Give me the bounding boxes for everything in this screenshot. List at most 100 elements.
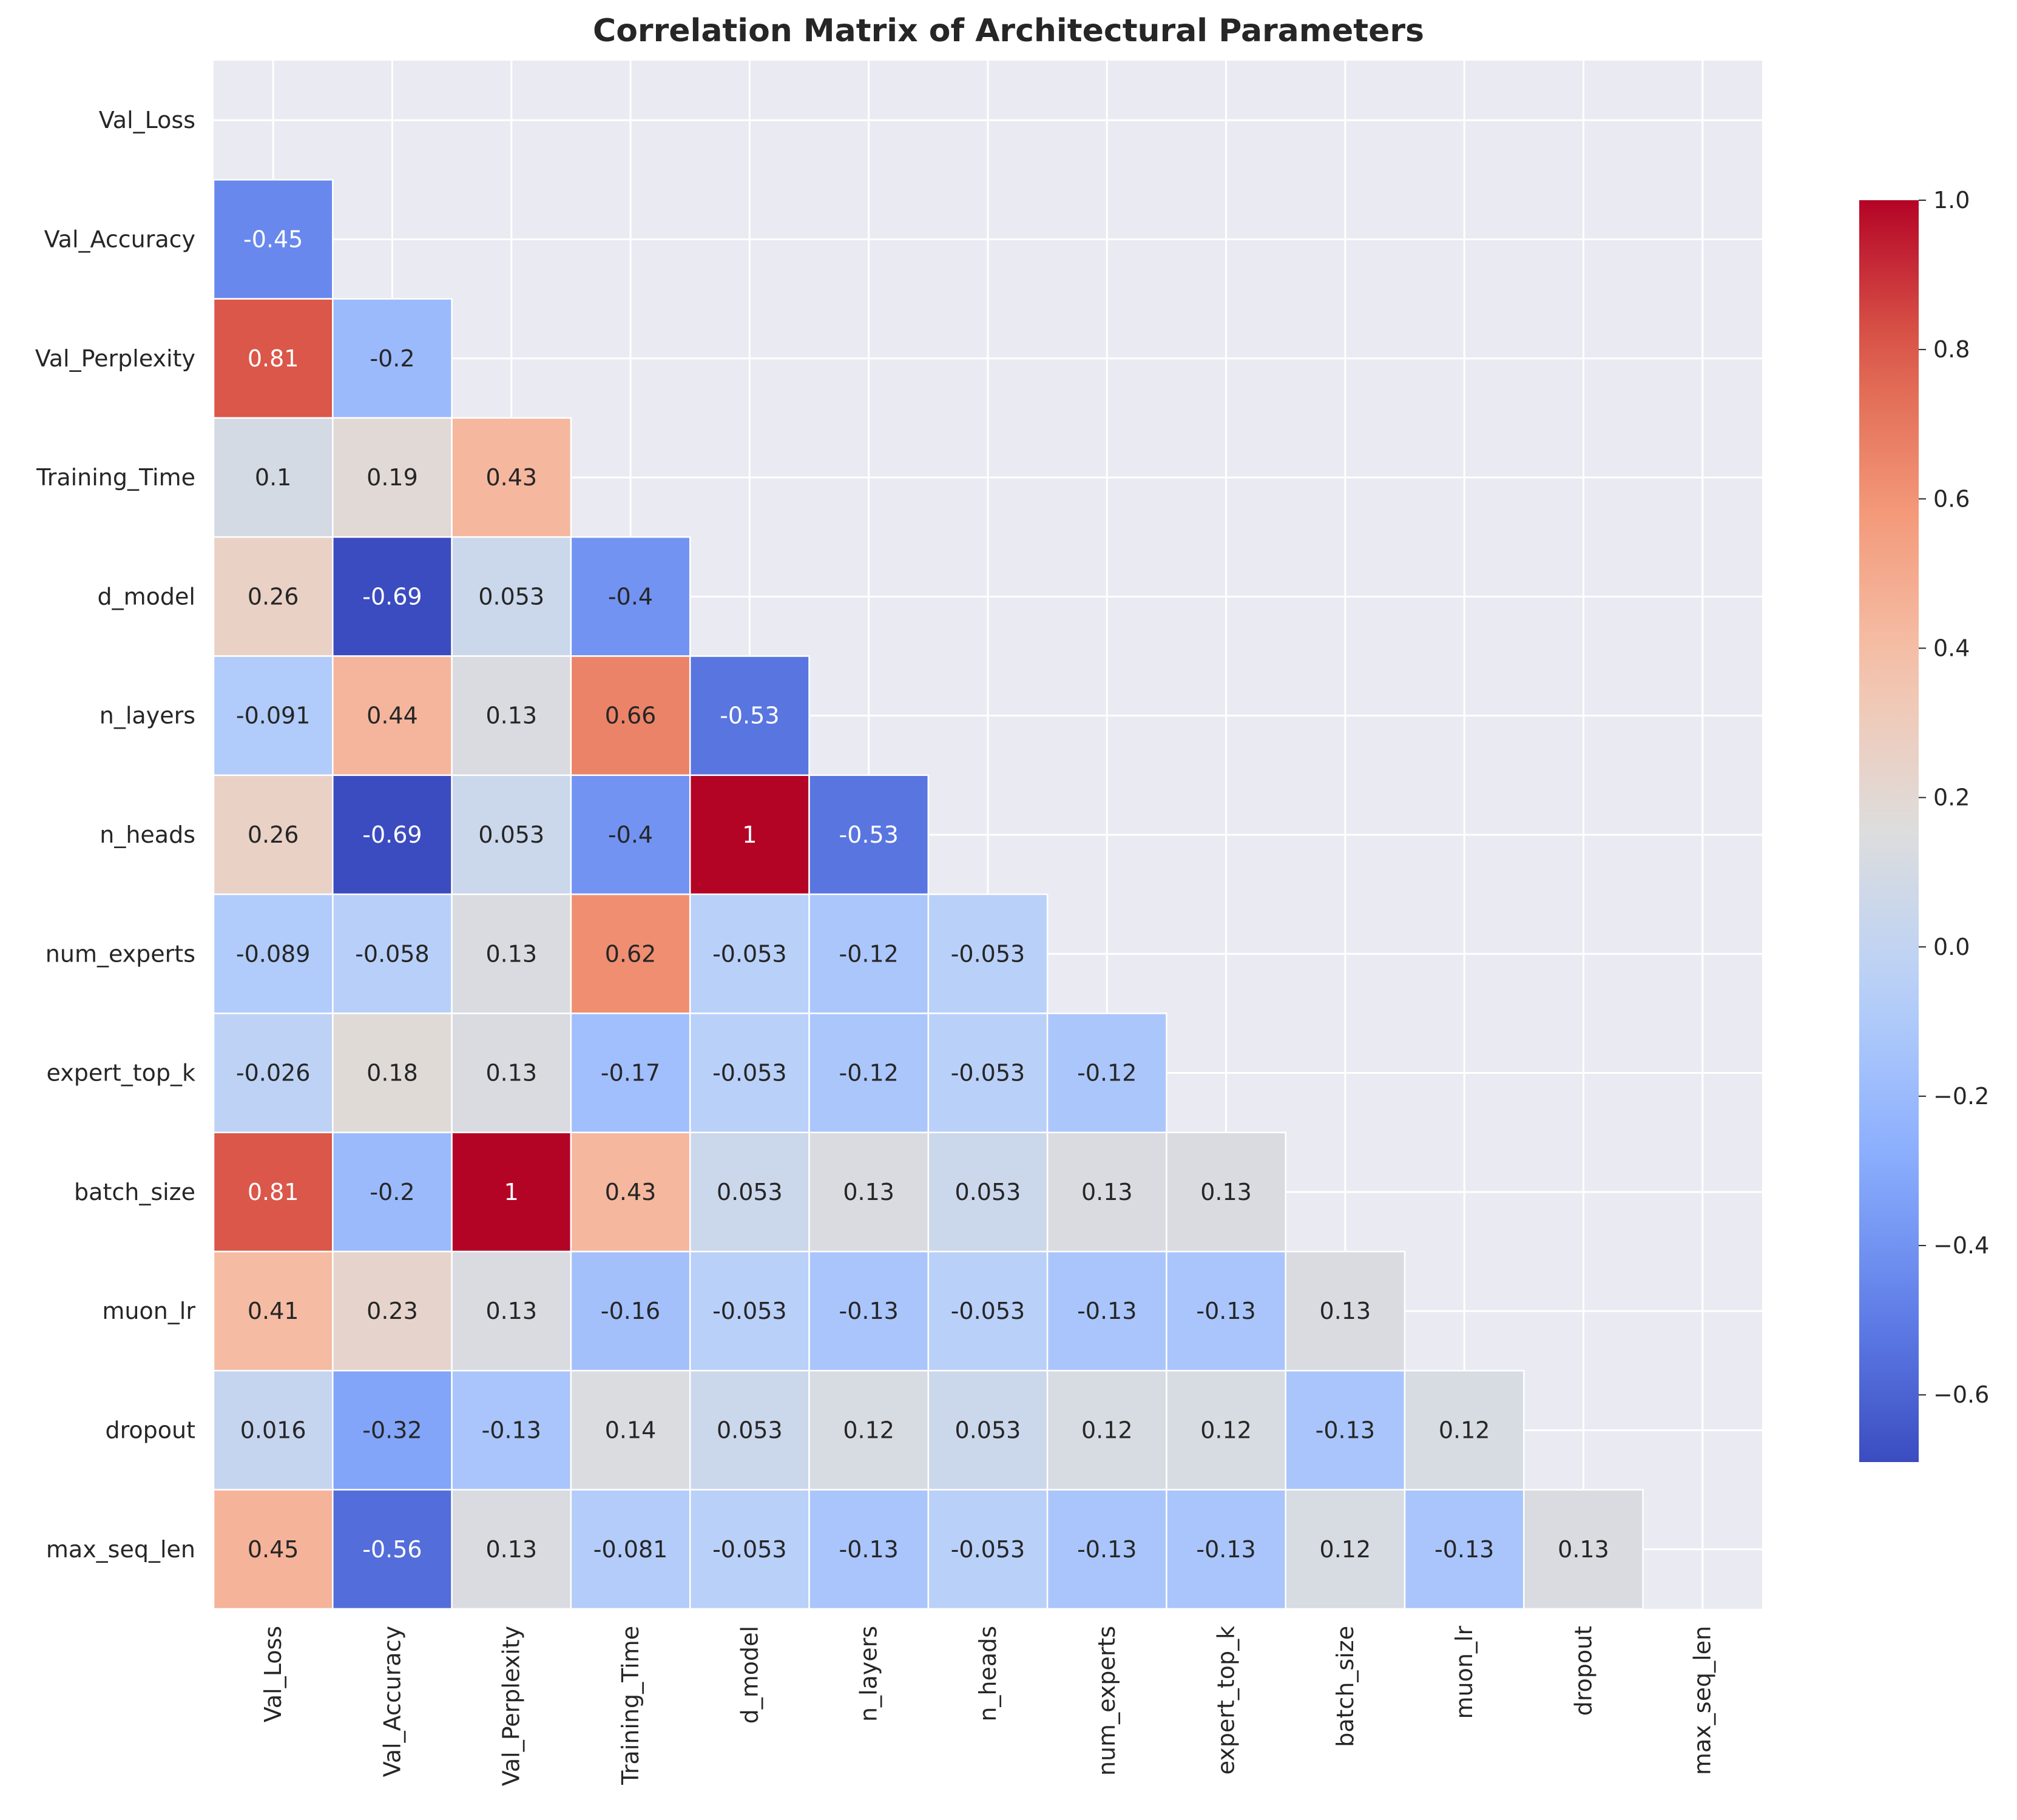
x-tick-label: Training_Time xyxy=(617,1626,644,1785)
x-tick-label: batch_size xyxy=(1332,1626,1359,1747)
heatmap-cell xyxy=(212,774,334,895)
y-tick-label: max_seq_len xyxy=(46,1536,195,1563)
heatmap-cell xyxy=(1046,1370,1167,1491)
y-tick-label: expert_top_k xyxy=(47,1060,196,1087)
cell-value-label: -0.45 xyxy=(243,226,303,252)
cell-value-label: -0.026 xyxy=(236,1060,311,1087)
cell-value-label: -0.053 xyxy=(951,1536,1025,1563)
colorbar-tick-label: −0.2 xyxy=(1933,1083,1989,1110)
cell-value-label: -0.32 xyxy=(362,1417,422,1443)
y-tick-label: n_layers xyxy=(100,703,195,729)
heatmap-cell xyxy=(332,298,453,419)
cell-value-label: 0.23 xyxy=(367,1298,418,1324)
heatmap-cell-labels: -0.45 0.81 -0.2 0.1 0.19 0.43 0.26 -0.69 0.053 -0… xyxy=(236,226,1609,1562)
cell-value-label: -0.12 xyxy=(839,940,898,967)
cell-value-label: 0.12 xyxy=(1200,1417,1252,1443)
heatmap-cell xyxy=(927,1013,1049,1133)
heatmap-cell xyxy=(570,1250,691,1372)
cell-value-label: 0.66 xyxy=(605,703,657,729)
cell-value-label: 0.053 xyxy=(478,821,544,848)
y-tick-label: num_experts xyxy=(46,940,195,967)
cell-value-label: -0.53 xyxy=(839,821,898,848)
heatmap-cell xyxy=(689,1013,810,1133)
heatmap-cell xyxy=(451,417,572,538)
y-tick-label: Val_Loss xyxy=(99,107,195,133)
cell-value-label: -0.053 xyxy=(951,1298,1025,1324)
heatmap-cell xyxy=(808,774,930,895)
cell-value-label: -0.053 xyxy=(712,1298,787,1324)
colorbar-tick-label: 0.6 xyxy=(1933,485,1970,512)
colorbar-gradient-bar xyxy=(1859,200,1919,1462)
heatmap-cell xyxy=(451,536,572,657)
cell-value-label: -0.053 xyxy=(712,940,787,967)
colorbar-tick-label: 0.4 xyxy=(1933,635,1970,661)
cell-value-label: 0.13 xyxy=(1558,1536,1609,1563)
heatmap-cell xyxy=(570,1370,691,1491)
cell-value-label: 0.19 xyxy=(367,464,418,491)
heatmap-cell xyxy=(212,655,334,777)
x-tick-label: n_layers xyxy=(856,1626,882,1722)
y-axis-tick-labels: Val_Loss Val_Accuracy Val_Perplexity Traini… xyxy=(35,107,196,1563)
heatmap-cell xyxy=(570,1013,691,1133)
cell-value-label: -0.69 xyxy=(362,583,422,610)
colorbar-tick-label: 1.0 xyxy=(1933,187,1970,214)
cell-value-label: -0.13 xyxy=(839,1298,898,1324)
heatmap-cell xyxy=(1046,1013,1167,1133)
heatmap-cell xyxy=(332,655,453,777)
heatmap-cell xyxy=(689,774,810,895)
cell-value-label: 0.016 xyxy=(240,1417,306,1443)
colorbar-tick-label: 0.2 xyxy=(1933,784,1970,811)
cell-value-label: -0.13 xyxy=(1316,1417,1375,1443)
heatmap-cell xyxy=(212,1013,334,1133)
cell-value-label: -0.089 xyxy=(236,940,311,967)
cell-value-label: 0.053 xyxy=(717,1417,783,1443)
heatmap-cell xyxy=(451,774,572,895)
colorbar-tick-label: 0.8 xyxy=(1933,336,1970,363)
heatmap-cell xyxy=(1046,1131,1167,1253)
x-tick-label: Val_Perplexity xyxy=(498,1626,525,1786)
cell-value-label: -0.13 xyxy=(1077,1536,1137,1563)
cell-value-label: 0.14 xyxy=(605,1417,657,1443)
heatmap-cell xyxy=(212,179,334,300)
heatmap-cell xyxy=(1166,1131,1286,1253)
heatmap-cell xyxy=(451,1250,572,1372)
heatmap-cell xyxy=(570,1131,691,1253)
heatmap-cell xyxy=(1285,1489,1406,1610)
cell-value-label: 0.053 xyxy=(955,1179,1021,1205)
cell-value-label: 0.12 xyxy=(1320,1536,1371,1563)
cell-value-label: 0.12 xyxy=(1439,1417,1490,1443)
heatmap-cell xyxy=(1166,1489,1286,1610)
colorbar-tick-label: −0.4 xyxy=(1933,1232,1989,1259)
x-tick-label: expert_top_k xyxy=(1213,1626,1240,1775)
heatmap-cell xyxy=(1404,1370,1525,1491)
cell-value-label: -0.058 xyxy=(355,940,430,967)
cell-value-label: -0.053 xyxy=(712,1060,787,1087)
cell-value-label: 1 xyxy=(742,821,757,848)
heatmap-cell xyxy=(927,893,1049,1014)
heatmap-cell xyxy=(451,893,572,1014)
cell-value-label: 0.81 xyxy=(248,1179,299,1205)
cell-value-label: 0.13 xyxy=(843,1179,894,1205)
y-tick-label: d_model xyxy=(98,583,195,610)
y-tick-label: muon_lr xyxy=(102,1298,195,1324)
cell-value-label: 0.81 xyxy=(248,345,299,372)
heatmap-cell xyxy=(927,1489,1049,1610)
heatmap-cell xyxy=(689,655,810,777)
y-tick-label: Val_Perplexity xyxy=(35,345,195,372)
heatmap-cell xyxy=(1046,1250,1167,1372)
heatmap-cell xyxy=(332,774,453,895)
heatmap-cell xyxy=(1523,1489,1644,1610)
cell-value-label: -0.13 xyxy=(1196,1298,1255,1324)
heatmap-cell xyxy=(570,536,691,657)
cell-value-label: 0.053 xyxy=(955,1417,1021,1443)
heatmap-cell xyxy=(689,1131,810,1253)
x-tick-label: n_heads xyxy=(975,1626,1001,1722)
cell-value-label: 0.13 xyxy=(1081,1179,1133,1205)
x-tick-label: Val_Loss xyxy=(260,1626,286,1722)
colorbar-tick-label: −0.6 xyxy=(1933,1381,1989,1408)
y-tick-label: Val_Accuracy xyxy=(44,226,195,252)
cell-value-label: 0.41 xyxy=(248,1298,299,1324)
x-tick-label: d_model xyxy=(736,1626,763,1724)
heatmap-cell xyxy=(927,1250,1049,1372)
